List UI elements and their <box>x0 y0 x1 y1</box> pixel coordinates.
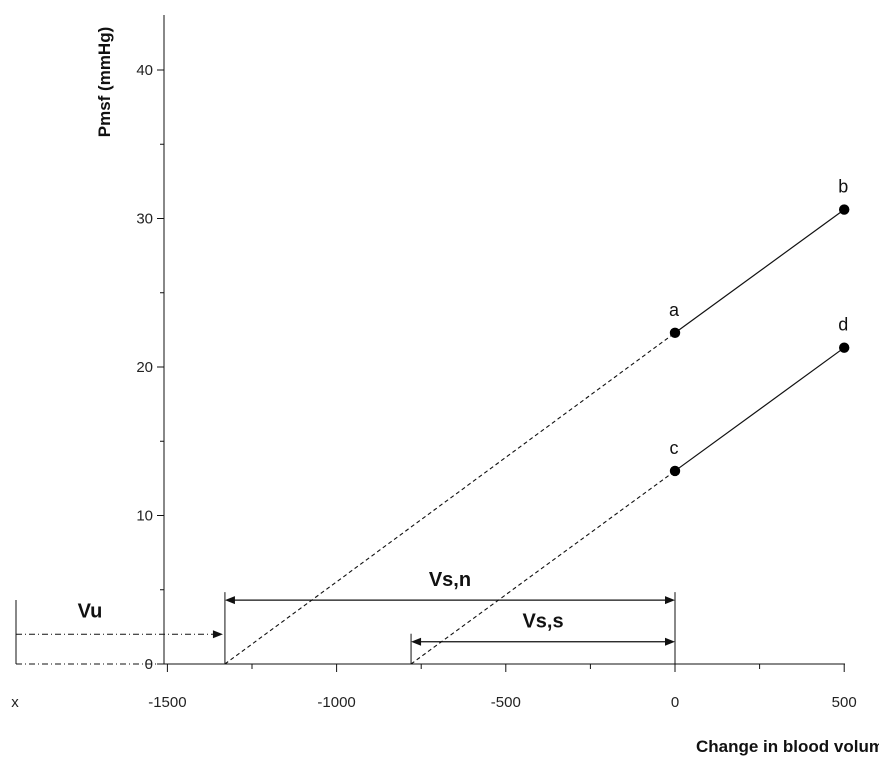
x-axis-extra-label: x <box>11 694 19 711</box>
series-2-line <box>674 347 845 472</box>
y-tick-label: 40 <box>136 62 153 79</box>
x-tick-label: -1000 <box>317 694 355 711</box>
data-point-a <box>669 327 681 339</box>
vu-arrowhead <box>212 630 223 639</box>
x-tick-label: 0 <box>671 694 679 711</box>
series-layer: a b c d <box>224 177 850 665</box>
axes <box>163 15 845 665</box>
data-point-c <box>669 465 681 477</box>
series-1-line <box>674 209 845 334</box>
x-tick-label: -500 <box>491 694 521 711</box>
annotation-layer: Vs,n Vs,s Vu <box>16 569 676 664</box>
y-tick-label: 30 <box>136 211 153 228</box>
series-2-extrapolation <box>410 470 676 665</box>
y-tick-label: 20 <box>136 359 153 376</box>
point-label-b: b <box>838 177 848 197</box>
data-point-d <box>839 342 850 353</box>
vu-label: Vu <box>78 600 103 622</box>
vss-right-arrowhead <box>665 637 675 646</box>
y-axis-title: Pmsf (mmHg) <box>95 27 114 138</box>
point-label-d: d <box>838 315 848 335</box>
x-tick-label: 500 <box>832 694 857 711</box>
vsn-right-arrowhead <box>665 596 675 605</box>
data-point-b <box>839 204 850 215</box>
x-axis-title: Change in blood volume (ml) <box>696 737 879 756</box>
vss-label: Vs,s <box>522 611 563 633</box>
point-label-a: a <box>669 300 680 320</box>
x-ticks: -1500 -1000 -500 0 500 <box>148 664 857 711</box>
point-label-c: c <box>670 438 679 458</box>
vsn-label: Vs,n <box>429 569 471 591</box>
x-tick-label: -1500 <box>148 694 186 711</box>
y-tick-label: 10 <box>136 508 153 525</box>
series-1-extrapolation <box>224 332 676 665</box>
vsn-left-arrowhead <box>224 596 235 605</box>
vu-guides <box>15 600 164 665</box>
vss-left-arrowhead <box>411 637 422 646</box>
